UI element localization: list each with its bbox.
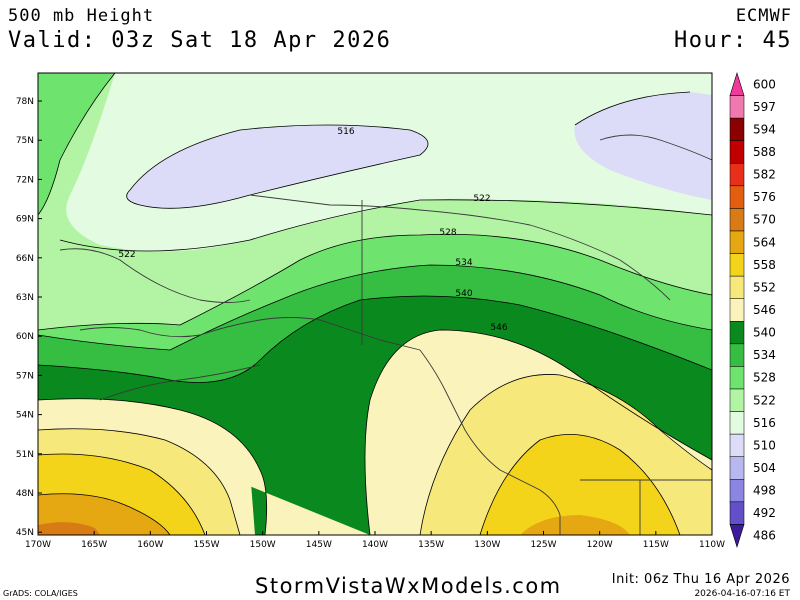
lon-label: 130W (474, 540, 500, 550)
band-564-east (520, 515, 630, 535)
colorbar-swatch (729, 163, 745, 187)
lon-label: 165W (81, 540, 107, 550)
lon-label: 135W (418, 540, 444, 550)
contour-label: 522 (118, 250, 135, 260)
lon-label: 115W (643, 540, 669, 550)
colorbar-label: 486 (753, 529, 776, 543)
colorbar-label: 564 (753, 235, 776, 249)
colorbar-swatch (729, 456, 745, 480)
credit-text: GrADS: COLA/IGES (3, 589, 78, 598)
init-time: Init: 06z Thu 16 Apr 2026 (611, 572, 790, 587)
colorbar-swatch (729, 117, 745, 141)
lat-label: 51N (16, 450, 34, 460)
color-scale-bar: 600 597 594 588 582 576 570 564 558 552 546 540 534 5… (729, 71, 776, 549)
colorbar-swatch (729, 433, 745, 457)
lon-label: 170W (25, 540, 51, 550)
colorbar-label: 492 (753, 506, 776, 520)
lat-label: 63N (16, 293, 34, 303)
lat-label: 54N (16, 411, 34, 421)
colorbar-swatch (729, 208, 745, 232)
lat-label: 75N (16, 136, 34, 146)
contour-labels: 516 522 522 528 534 540 546 (118, 127, 507, 333)
colorbar-swatch (729, 140, 745, 164)
colorbar-swatch (729, 298, 745, 322)
colorbar-cap-bottom (729, 524, 745, 549)
lat-label: 45N (16, 528, 34, 538)
lat-label: 57N (16, 371, 34, 381)
lat-label: 66N (16, 254, 34, 264)
colorbar-swatch (729, 253, 745, 277)
colorbar-label: 570 (753, 213, 776, 227)
colorbar-label: 600 (753, 77, 776, 91)
lat-label: 60N (16, 332, 34, 342)
colorbar-swatch (729, 230, 745, 254)
band-570-west (38, 522, 100, 535)
lat-label: 72N (16, 175, 34, 185)
colorbar-label: 498 (753, 484, 776, 498)
colorbar-label: 546 (753, 303, 776, 317)
lon-label: 145W (306, 540, 332, 550)
low-516-east (574, 92, 712, 200)
colorbar-label: 582 (753, 168, 776, 182)
contour-fills (38, 73, 712, 535)
colorbar-swatch (729, 95, 745, 119)
lon-label: 140W (362, 540, 388, 550)
lon-label: 160W (137, 540, 163, 550)
contour-label: 534 (455, 258, 472, 268)
colorbar-label: 576 (753, 190, 776, 204)
coastlines (59, 134, 712, 535)
colorbar-label: 516 (753, 416, 776, 430)
chart-title: 500 mb Height (8, 6, 155, 26)
colorbar-label: 528 (753, 371, 776, 385)
colorbar-label: 588 (753, 145, 776, 159)
colorbar-cap-top (729, 71, 745, 96)
site-brand: StormVistaWxModels.com (255, 574, 562, 598)
colorbar-label: 540 (753, 326, 776, 340)
low-516-center (126, 125, 429, 209)
colorbar-swatch (729, 479, 745, 503)
forecast-hour: Hour: 45 (674, 28, 792, 53)
colorbar-label: 597 (753, 100, 776, 114)
contour-label: 528 (439, 228, 456, 238)
contour-label: 546 (490, 323, 507, 333)
band-558-east (480, 434, 680, 535)
longitude-axis: 170W 165W 160W 155W 150W 145W 140W 135W 130W 125W… (25, 531, 725, 550)
contour-label: 522 (473, 194, 490, 204)
timestamp: 2026-04-16-07:16 ET (694, 589, 790, 599)
model-name: ECMWF (735, 6, 792, 26)
colorbar-swatch (729, 366, 745, 390)
colorbar-swatch (729, 411, 745, 435)
colorbar-label: 552 (753, 280, 776, 294)
colorbar-label: 504 (753, 461, 776, 475)
colorbar-swatch (729, 275, 745, 299)
colorbar-label: 558 (753, 258, 776, 272)
lon-label: 110W (699, 540, 725, 550)
colorbar-swatch (729, 343, 745, 367)
lat-label: 69N (16, 215, 34, 225)
valid-time: Valid: 03z Sat 18 Apr 2026 (8, 28, 392, 53)
lon-label: 150W (250, 540, 276, 550)
colorbar-swatch (729, 388, 745, 412)
contour-label: 540 (455, 289, 472, 299)
lon-label: 155W (193, 540, 219, 550)
lat-label: 48N (16, 489, 34, 499)
colorbar-label: 522 (753, 393, 776, 407)
colorbar-label: 534 (753, 348, 776, 362)
colorbar-label: 510 (753, 438, 776, 452)
latitude-axis: 78N 75N 72N 69N 66N 63N 60N 57N 54N 51N 48N 45N (16, 97, 42, 538)
colorbar-swatch (729, 185, 745, 209)
contour-lines (38, 73, 712, 535)
lat-label: 78N (16, 97, 34, 107)
lon-label: 125W (530, 540, 556, 550)
colorbar-swatch (729, 501, 745, 525)
colorbar-label: 594 (753, 122, 776, 136)
contour-label: 516 (337, 127, 354, 137)
colorbar-swatch (729, 321, 745, 345)
lon-label: 120W (587, 540, 613, 550)
band-528-topleft (38, 73, 115, 215)
